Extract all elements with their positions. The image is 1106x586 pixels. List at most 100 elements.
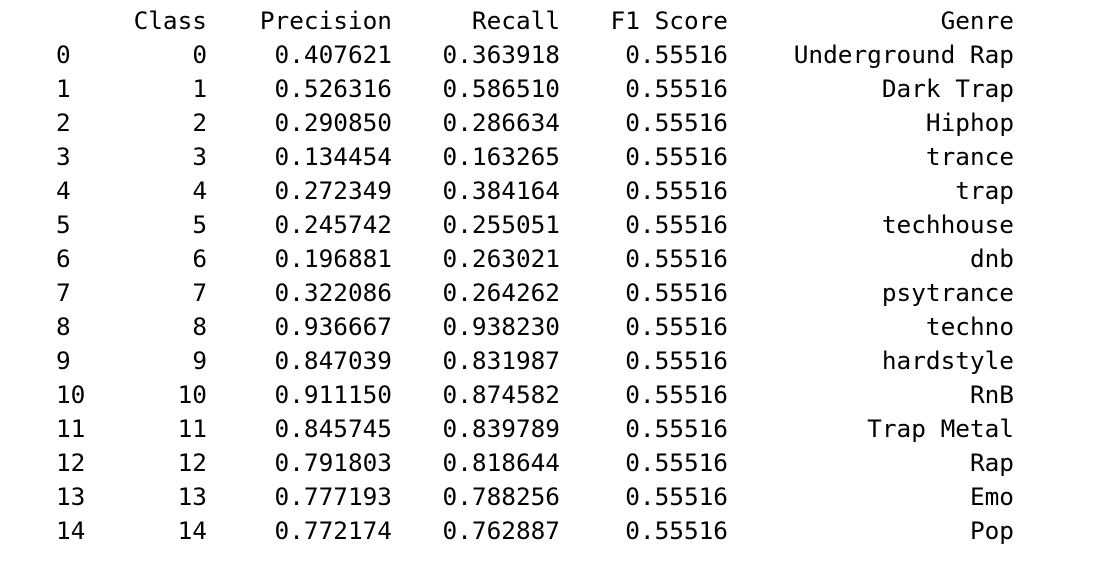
table-row: 1 1 0.526316 0.586510 0.55516 Dark Trap bbox=[0, 72, 1106, 106]
genre-cell: Trap Metal bbox=[867, 414, 1014, 443]
precision-cell: 0.791803 bbox=[274, 448, 392, 477]
table-row: 0 0 0.407621 0.363918 0.55516 Underground Rap bbox=[0, 38, 1106, 72]
recall-cell: 0.938230 bbox=[442, 312, 560, 341]
class-cell: 11 bbox=[177, 414, 207, 443]
genre-cell: Hiphop bbox=[925, 108, 1014, 137]
recall-cell: 0.384164 bbox=[442, 176, 560, 205]
table-row: 6 6 0.196881 0.263021 0.55516 dnb bbox=[0, 242, 1106, 276]
genre-cell: techno bbox=[925, 312, 1014, 341]
class-cell: 5 bbox=[192, 210, 207, 239]
class-cell: 1 bbox=[192, 74, 207, 103]
precision-cell: 0.847039 bbox=[274, 346, 392, 375]
f1-score-cell: 0.55516 bbox=[625, 448, 728, 477]
recall-cell: 0.839789 bbox=[442, 414, 560, 443]
f1-score-cell: 0.55516 bbox=[625, 244, 728, 273]
class-cell: 6 bbox=[192, 244, 207, 273]
row-index: 9 bbox=[56, 346, 71, 375]
genre-cell: Pop bbox=[969, 516, 1014, 545]
f1-score-cell: 0.55516 bbox=[625, 74, 728, 103]
table-row: 13 13 0.777193 0.788256 0.55516 Emo bbox=[0, 480, 1106, 514]
precision-cell: 0.245742 bbox=[274, 210, 392, 239]
row-index: 7 bbox=[56, 278, 71, 307]
table-row: 2 2 0.290850 0.286634 0.55516 Hiphop bbox=[0, 106, 1106, 140]
recall-cell: 0.263021 bbox=[442, 244, 560, 273]
genre-cell: trance bbox=[925, 142, 1014, 171]
f1-score-cell: 0.55516 bbox=[625, 142, 728, 171]
row-index: 4 bbox=[56, 176, 71, 205]
row-index: 11 bbox=[56, 414, 86, 443]
row-index: 14 bbox=[56, 516, 86, 545]
table-row: 14 14 0.772174 0.762887 0.55516 Pop bbox=[0, 514, 1106, 548]
table-row: 9 9 0.847039 0.831987 0.55516 hardstyle bbox=[0, 344, 1106, 378]
genre-cell: dnb bbox=[969, 244, 1014, 273]
f1-score-cell: 0.55516 bbox=[625, 40, 728, 69]
table-row: 12 12 0.791803 0.818644 0.55516 Rap bbox=[0, 446, 1106, 480]
genre-cell: RnB bbox=[969, 380, 1014, 409]
column-header-f1-score: F1 Score bbox=[610, 6, 728, 35]
genre-cell: Underground Rap bbox=[793, 40, 1014, 69]
f1-score-cell: 0.55516 bbox=[625, 176, 728, 205]
header-row: Class Precision Recall F1 Score Genre bbox=[0, 4, 1106, 38]
class-cell: 4 bbox=[192, 176, 207, 205]
row-index: 1 bbox=[56, 74, 71, 103]
class-cell: 13 bbox=[177, 482, 207, 511]
table-row: 3 3 0.134454 0.163265 0.55516 trance bbox=[0, 140, 1106, 174]
precision-cell: 0.911150 bbox=[274, 380, 392, 409]
f1-score-cell: 0.55516 bbox=[625, 482, 728, 511]
f1-score-cell: 0.55516 bbox=[625, 380, 728, 409]
genre-cell: Emo bbox=[969, 482, 1014, 511]
precision-cell: 0.936667 bbox=[274, 312, 392, 341]
recall-cell: 0.818644 bbox=[442, 448, 560, 477]
genre-cell: trap bbox=[955, 176, 1014, 205]
recall-cell: 0.264262 bbox=[442, 278, 560, 307]
f1-score-cell: 0.55516 bbox=[625, 278, 728, 307]
class-cell: 9 bbox=[192, 346, 207, 375]
recall-cell: 0.788256 bbox=[442, 482, 560, 511]
precision-cell: 0.526316 bbox=[274, 74, 392, 103]
genre-cell: psytrance bbox=[881, 278, 1014, 307]
column-header-genre: Genre bbox=[940, 6, 1014, 35]
column-header-class: Class bbox=[133, 6, 207, 35]
table-row: 11 11 0.845745 0.839789 0.55516 Trap Metal bbox=[0, 412, 1106, 446]
row-index: 12 bbox=[56, 448, 86, 477]
recall-cell: 0.363918 bbox=[442, 40, 560, 69]
class-cell: 8 bbox=[192, 312, 207, 341]
genre-cell: Rap bbox=[969, 448, 1014, 477]
row-index: 2 bbox=[56, 108, 71, 137]
precision-cell: 0.196881 bbox=[274, 244, 392, 273]
class-cell: 3 bbox=[192, 142, 207, 171]
class-cell: 7 bbox=[192, 278, 207, 307]
f1-score-cell: 0.55516 bbox=[625, 346, 728, 375]
recall-cell: 0.831987 bbox=[442, 346, 560, 375]
row-index: 3 bbox=[56, 142, 71, 171]
genre-cell: hardstyle bbox=[881, 346, 1014, 375]
recall-cell: 0.874582 bbox=[442, 380, 560, 409]
class-cell: 2 bbox=[192, 108, 207, 137]
class-cell: 10 bbox=[177, 380, 207, 409]
table-row: 8 8 0.936667 0.938230 0.55516 techno bbox=[0, 310, 1106, 344]
class-cell: 14 bbox=[177, 516, 207, 545]
row-index: 10 bbox=[56, 380, 86, 409]
recall-cell: 0.255051 bbox=[442, 210, 560, 239]
f1-score-cell: 0.55516 bbox=[625, 312, 728, 341]
precision-cell: 0.772174 bbox=[274, 516, 392, 545]
class-cell: 0 bbox=[192, 40, 207, 69]
row-index: 5 bbox=[56, 210, 71, 239]
row-index: 0 bbox=[56, 40, 71, 69]
row-index: 13 bbox=[56, 482, 86, 511]
table-row: 10 10 0.911150 0.874582 0.55516 RnB bbox=[0, 378, 1106, 412]
class-cell: 12 bbox=[177, 448, 207, 477]
precision-cell: 0.290850 bbox=[274, 108, 392, 137]
f1-score-cell: 0.55516 bbox=[625, 516, 728, 545]
genre-cell: techhouse bbox=[881, 210, 1014, 239]
recall-cell: 0.762887 bbox=[442, 516, 560, 545]
recall-cell: 0.586510 bbox=[442, 74, 560, 103]
f1-score-cell: 0.55516 bbox=[625, 210, 728, 239]
precision-cell: 0.272349 bbox=[274, 176, 392, 205]
precision-cell: 0.407621 bbox=[274, 40, 392, 69]
table-row: 5 5 0.245742 0.255051 0.55516 techhouse bbox=[0, 208, 1106, 242]
table-row: 7 7 0.322086 0.264262 0.55516 psytrance bbox=[0, 276, 1106, 310]
precision-cell: 0.134454 bbox=[274, 142, 392, 171]
genre-cell: Dark Trap bbox=[881, 74, 1014, 103]
table-body: 0 0 0.407621 0.363918 0.55516 Underground Rap… bbox=[0, 38, 1106, 548]
